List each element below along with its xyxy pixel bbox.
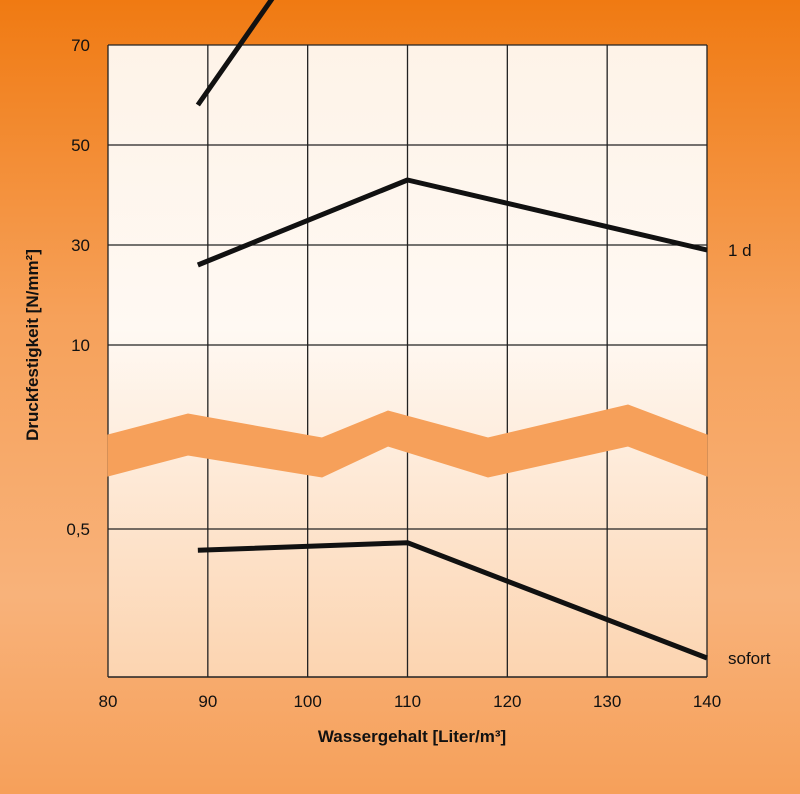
- x-tick-label: 100: [293, 692, 321, 711]
- y-axis-title: Druckfestigkeit [N/mm²]: [23, 249, 42, 441]
- x-tick-label: 90: [198, 692, 217, 711]
- series-line-sofort: [197, 540, 708, 661]
- x-tick-label: 110: [394, 692, 421, 711]
- series-line-28-d: [195, 0, 275, 107]
- tick-labels: 80 90 100 110 120 130 140 10 30 50 70 0,5: [66, 36, 721, 711]
- y-tick-label: 10: [71, 336, 90, 355]
- grid: [107, 44, 708, 678]
- axis-break-band: [107, 404, 708, 478]
- y-tick-label: 70: [71, 36, 90, 55]
- series-lines: [195, 0, 708, 661]
- series-label: 1 d: [728, 241, 752, 260]
- y-tick-label: 30: [71, 236, 90, 255]
- x-tick-label: 120: [493, 692, 521, 711]
- x-tick-label: 130: [593, 692, 621, 711]
- series-label: sofort: [728, 649, 771, 668]
- x-axis-title: Wassergehalt [Liter/m³]: [318, 727, 506, 746]
- x-tick-label: 80: [99, 692, 118, 711]
- x-tick-label: 140: [693, 692, 721, 711]
- axis-break-shape: [107, 404, 708, 478]
- y-tick-label: 50: [71, 136, 90, 155]
- series-line-1-d: [196, 177, 708, 268]
- y-tick-label: 0,5: [66, 520, 90, 539]
